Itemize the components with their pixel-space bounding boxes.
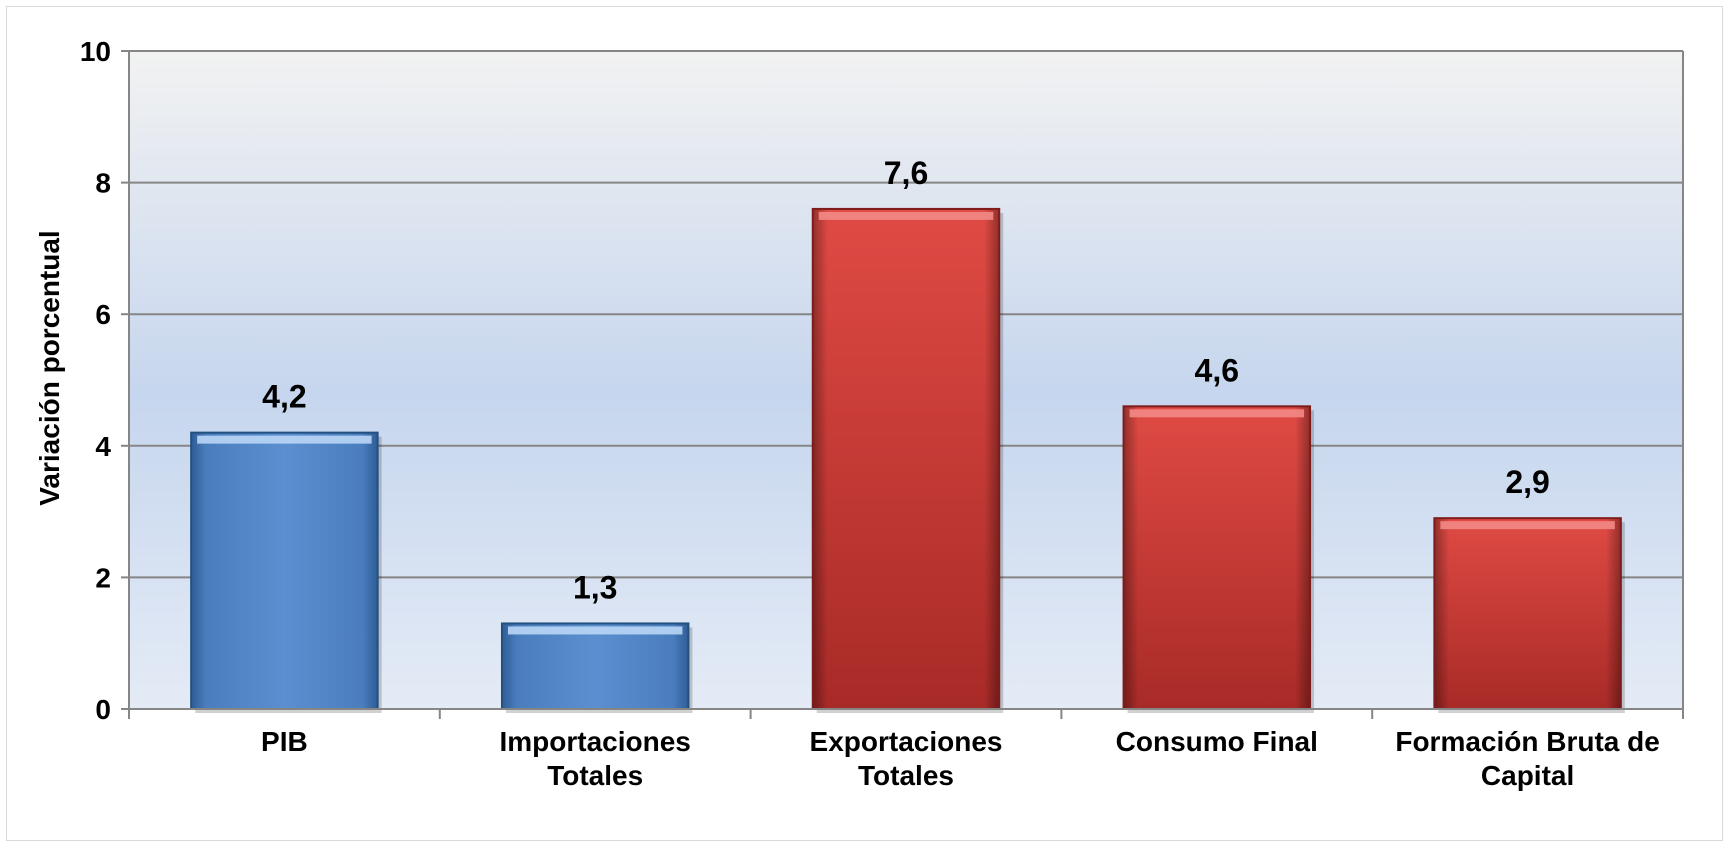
x-category-label: PIB [261, 726, 308, 757]
chart-frame: 0 2 4 6 8 10 PIB Importaciones Totales Exportaci… [6, 6, 1723, 841]
y-axis-title: Variación porcentual [34, 230, 65, 505]
bar-body [191, 432, 378, 709]
x-category-label: Consumo Final [1116, 726, 1318, 757]
bar-highlight [1440, 521, 1615, 530]
bar-highlight [197, 435, 372, 444]
bar-side-shade [812, 208, 1000, 710]
x-category-label: Totales [858, 760, 954, 791]
bar-side-shade [1123, 406, 1311, 709]
y-tick-label: 2 [95, 562, 111, 593]
bar-highlight [818, 211, 994, 220]
y-tick-label: 10 [80, 36, 111, 67]
bar-1 [190, 431, 382, 713]
x-category-label: Formación Bruta de [1395, 726, 1659, 757]
bar-highlight [1129, 409, 1305, 418]
x-category-label: Capital [1481, 760, 1574, 791]
axes [128, 51, 1684, 719]
data-label: 7,6 [884, 155, 928, 191]
bar-5 [1433, 517, 1625, 713]
data-label: 4,6 [1195, 352, 1239, 388]
bar-4 [1122, 405, 1315, 713]
bar-2 [500, 622, 693, 713]
y-tick-label: 0 [95, 694, 111, 725]
data-label: 1,3 [573, 569, 617, 605]
y-tick-label: 8 [95, 168, 111, 199]
x-category-labels: PIB ImportacionesTotalesExportacionesTota… [261, 726, 1660, 791]
y-tick-label: 4 [95, 431, 111, 462]
bar-side-shade [1434, 518, 1621, 709]
data-labels: 4,2 1,3 7,6 4,6 2,9 [262, 155, 1550, 606]
y-tick-labels: 0 2 4 6 8 10 [80, 36, 112, 725]
x-category-label: Exportaciones [810, 726, 1003, 757]
bar-highlight [507, 626, 683, 635]
bars [190, 207, 1625, 714]
data-label: 2,9 [1505, 464, 1549, 500]
x-category-label: Totales [547, 760, 643, 791]
y-tick-label: 6 [95, 299, 111, 330]
x-category-label: Importaciones [500, 726, 691, 757]
bar-3 [811, 207, 1004, 714]
data-label: 4,2 [262, 379, 306, 415]
bar-body [501, 623, 689, 709]
